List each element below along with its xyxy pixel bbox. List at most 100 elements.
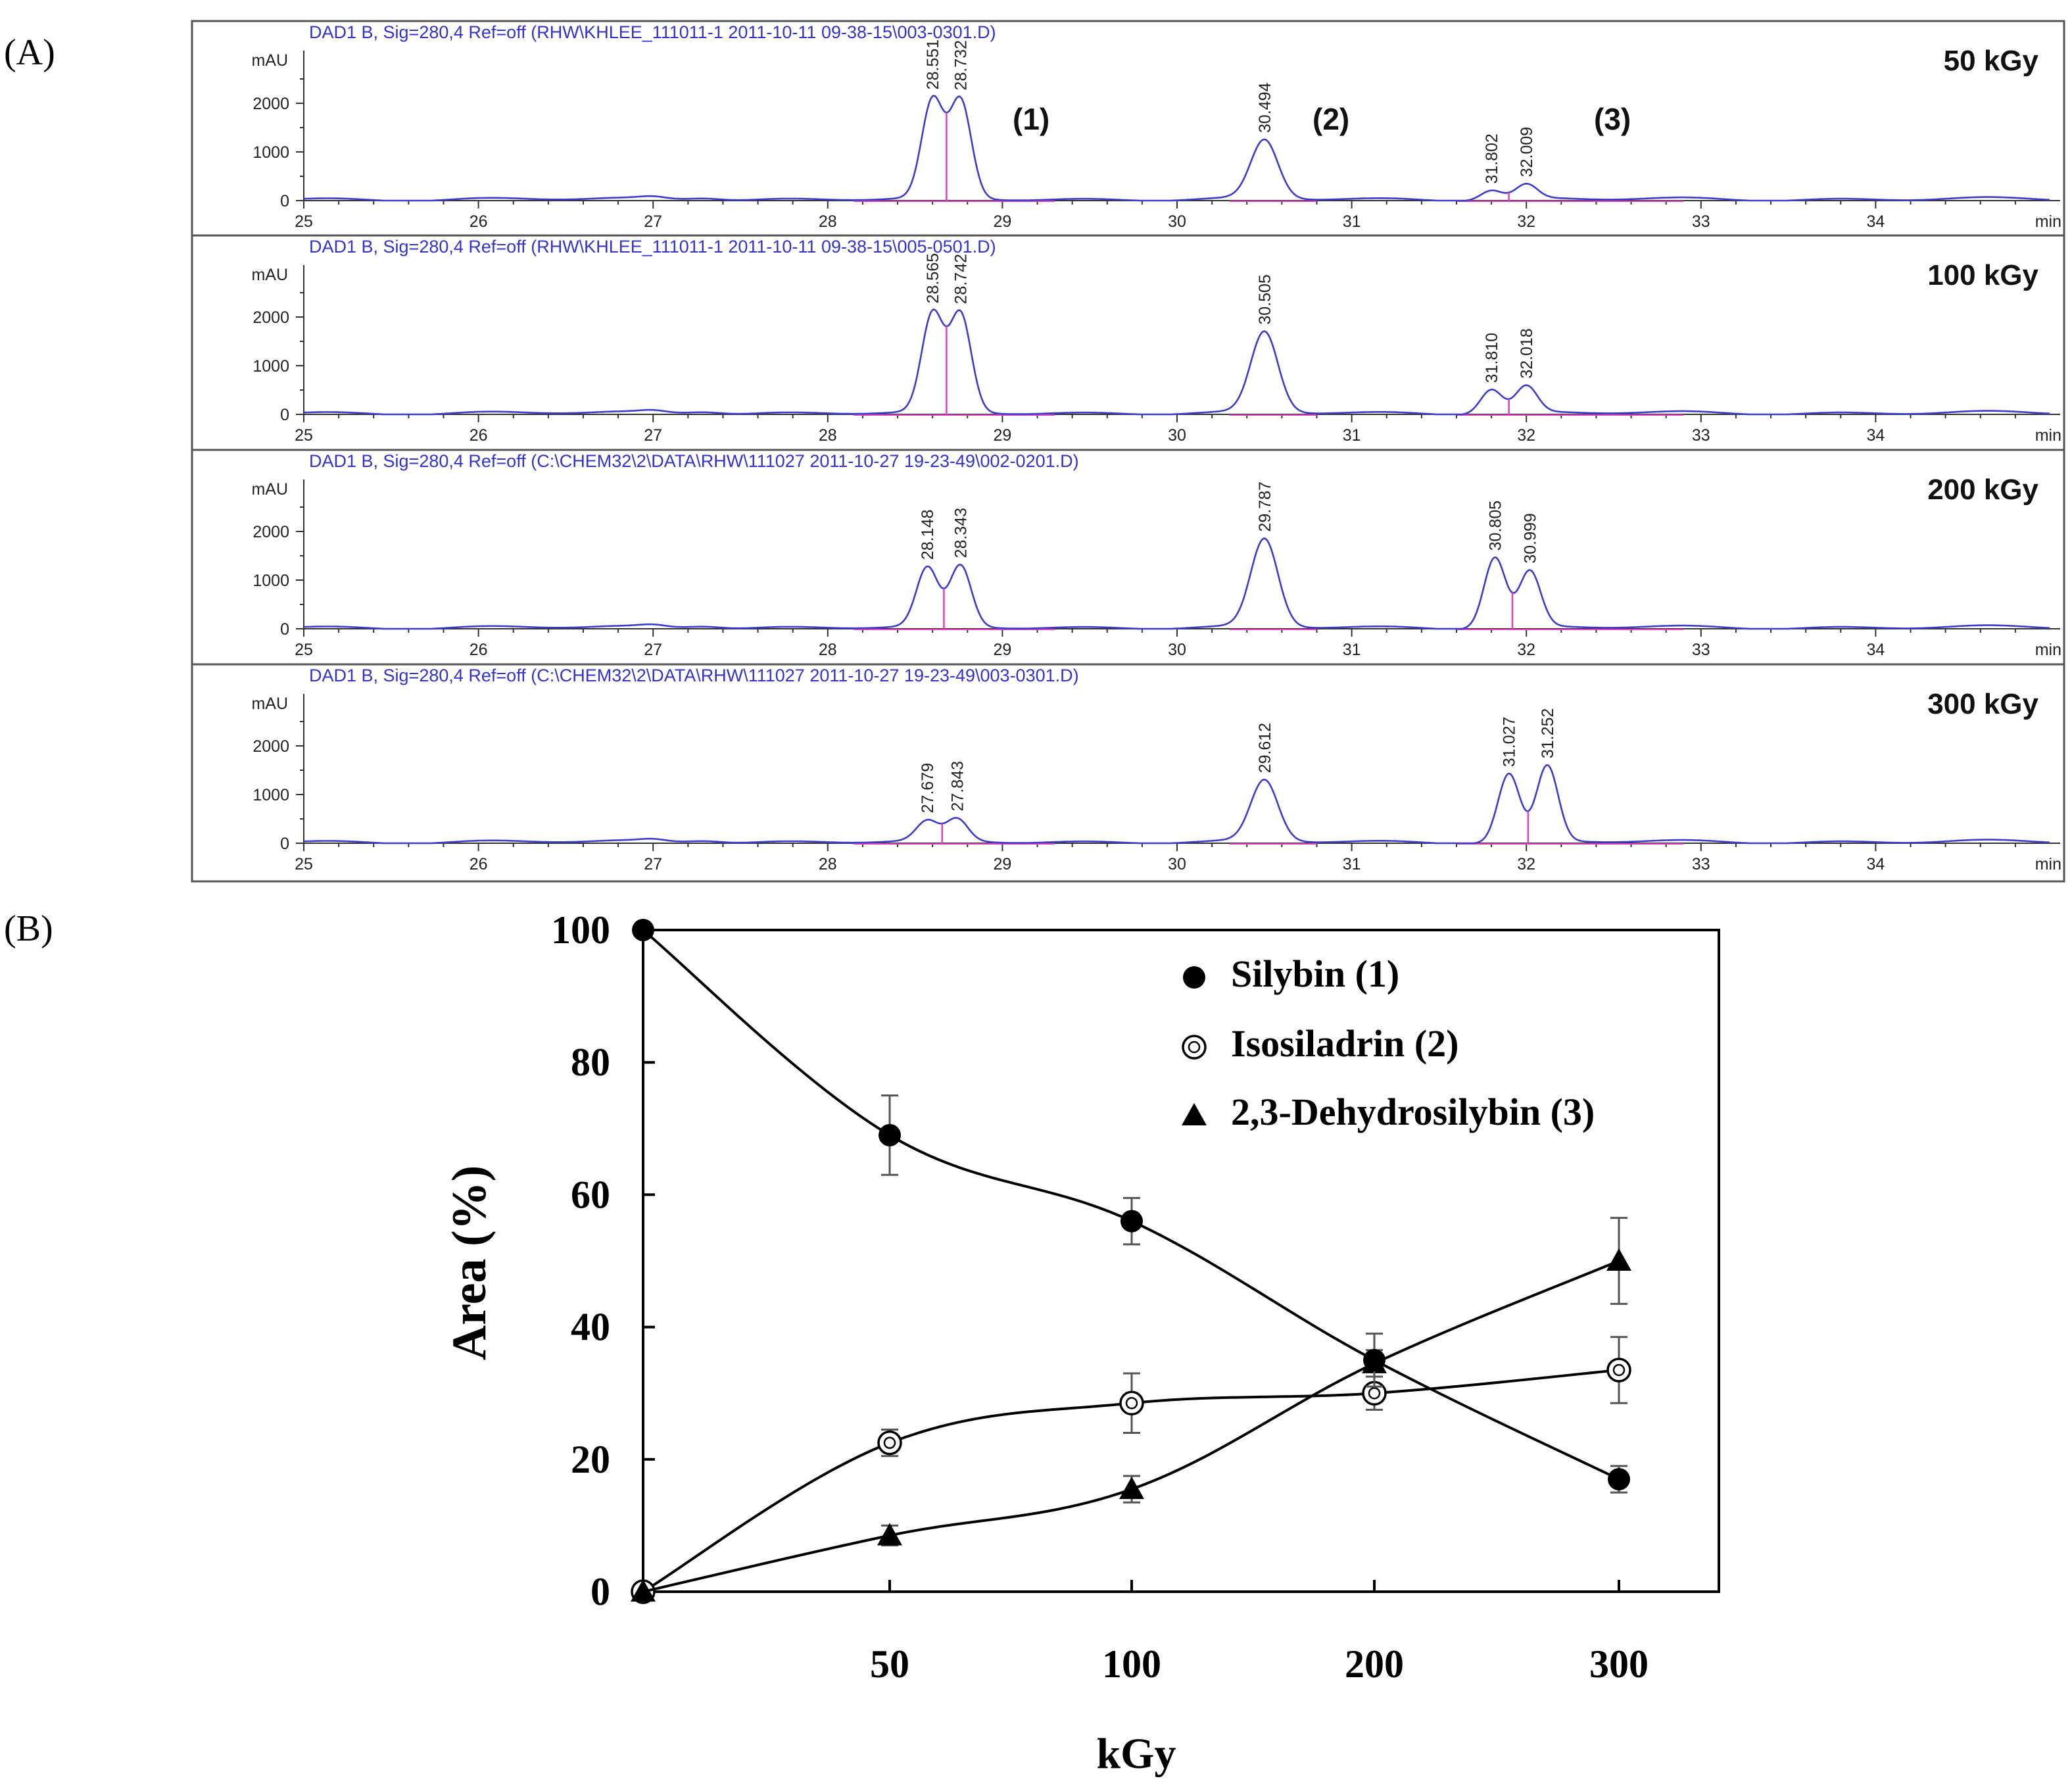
chromatogram-stack: DAD1 B, Sig=280,4 Ref=off (RHW\KHLEE_111… — [191, 20, 2065, 883]
x-tick-label: 31 — [1343, 641, 1361, 659]
data-point — [1363, 1348, 1385, 1371]
y-tick-label: 100 — [551, 908, 610, 952]
chromatogram-frame — [191, 20, 2065, 883]
chromatogram-header: DAD1 B, Sig=280,4 Ref=off (C:\CHEM32\2\D… — [309, 666, 1079, 685]
data-point — [1119, 1390, 1144, 1416]
x-tick-label: 27 — [644, 641, 662, 659]
retention-time-label: 28.343 — [952, 508, 971, 558]
retention-time-label: 31.252 — [1539, 708, 1557, 758]
x-tick-label: 29 — [993, 212, 1011, 231]
chromatogram-header: DAD1 B, Sig=280,4 Ref=off (RHW\KHLEE_111… — [309, 237, 996, 257]
legend-marker — [1182, 1035, 1207, 1060]
data-point — [1608, 1467, 1630, 1490]
x-tick-label: 25 — [295, 426, 313, 445]
retention-time-label: 31.802 — [1483, 134, 1501, 184]
x-tick-label: 300 — [1589, 1642, 1649, 1686]
x-unit-label: min — [2035, 212, 2061, 231]
y-tick-label: 2000 — [253, 523, 289, 541]
x-tick-label: 26 — [470, 426, 488, 445]
x-tick-label: 34 — [1866, 426, 1885, 445]
dose-label: 300 kGy — [1927, 688, 2038, 720]
x-tick-label: 29 — [993, 641, 1011, 659]
y-tick-label: 0 — [280, 406, 289, 424]
y-tick-label: 1000 — [253, 786, 289, 804]
dose-label: 100 kGy — [1927, 259, 2038, 291]
x-tick-label: 27 — [644, 855, 662, 873]
retention-time-label: 28.148 — [919, 510, 937, 560]
x-tick-label: 31 — [1343, 855, 1361, 873]
legend: Silybin (1) Isosiladrin (2) 2,3-Dehydrosil… — [1182, 952, 1595, 1133]
peak-label: (3) — [1594, 102, 1631, 136]
x-tick-label: 26 — [470, 855, 488, 873]
x-tick-label: 100 — [1102, 1642, 1161, 1686]
chromatogram-header: DAD1 B, Sig=280,4 Ref=off (C:\CHEM32\2\D… — [309, 451, 1079, 471]
x-tick-label: 34 — [1866, 855, 1885, 873]
x-tick-label: 33 — [1692, 426, 1710, 445]
y-tick-label: 1000 — [253, 143, 289, 162]
x-tick-label: 34 — [1866, 641, 1885, 659]
chromatogram-trace — [303, 308, 2050, 416]
data-point-inner — [1612, 1363, 1626, 1377]
y-tick-label: 0 — [280, 835, 289, 853]
y-tick-label: 0 — [280, 192, 289, 210]
x-tick-label: 28 — [819, 426, 837, 445]
retention-time-label: 29.612 — [1256, 723, 1274, 773]
x-tick-label: 26 — [470, 641, 488, 659]
x-unit-label: min — [2035, 426, 2061, 445]
x-tick-label: 32 — [1517, 855, 1535, 873]
data-point-inner — [1368, 1386, 1381, 1400]
data-point — [1120, 1210, 1143, 1233]
data-point — [877, 1523, 902, 1546]
legend-entry: 2,3-Dehydrosilybin (3) — [1231, 1091, 1595, 1133]
chromatogram-4: DAD1 B, Sig=280,4 Ref=off (C:\CHEM32\2\D… — [251, 666, 2061, 873]
x-axis-title: kGy — [1096, 1730, 1176, 1778]
x-tick-label: 25 — [295, 212, 313, 231]
retention-time-label: 28.742 — [952, 254, 971, 304]
x-tick-label: 27 — [644, 212, 662, 231]
legend-entry: Isosiladrin (2) — [1231, 1022, 1458, 1065]
retention-time-label: 29.787 — [1256, 481, 1274, 531]
x-tick-label: 30 — [1168, 641, 1186, 659]
y-tick-label: 2000 — [253, 95, 289, 113]
area-percent-chart: 0 20 40 60 80 100 50 100 200 300 kGy Area (%) Silybi… — [443, 908, 1720, 1778]
chromatogram-2: DAD1 B, Sig=280,4 Ref=off (RHW\KHLEE_111… — [251, 237, 2061, 445]
x-tick-label: 28 — [819, 641, 837, 659]
x-tick-label: 25 — [295, 641, 313, 659]
retention-time-label: 32.009 — [1518, 127, 1536, 177]
chromatogram-header: DAD1 B, Sig=280,4 Ref=off (RHW\KHLEE_111… — [309, 22, 996, 42]
chromatogram-trace — [303, 537, 2050, 630]
y-tick-label: 1000 — [253, 572, 289, 590]
legend-marker — [1183, 966, 1205, 989]
x-tick-label: 32 — [1517, 212, 1535, 231]
y-tick-label: 0 — [590, 1570, 610, 1613]
dose-label: 50 kGy — [1944, 45, 2039, 77]
x-unit-label: min — [2035, 855, 2061, 873]
x-tick-label: 26 — [470, 212, 488, 231]
y-axis-title: Area (%) — [443, 1165, 496, 1361]
retention-time-label: 28.732 — [952, 40, 971, 90]
legend-entry: Silybin (1) — [1231, 952, 1399, 995]
data-point — [631, 1579, 656, 1602]
series-2 — [631, 1336, 1631, 1604]
legend-marker — [1182, 1103, 1207, 1125]
y-unit-label: mAU — [251, 480, 288, 499]
panel-b-label: (B) — [4, 908, 53, 949]
retention-time-label: 31.810 — [1483, 333, 1501, 383]
x-tick-label: 27 — [644, 426, 662, 445]
y-tick-label: 20 — [571, 1438, 610, 1481]
y-unit-label: mAU — [251, 51, 288, 70]
chromatogram-1: DAD1 B, Sig=280,4 Ref=off (RHW\KHLEE_111… — [251, 22, 2061, 231]
series-1 — [632, 919, 1630, 1494]
retention-time-label: 27.679 — [919, 763, 937, 813]
plot-frame — [642, 929, 1720, 1593]
retention-time-label: 27.843 — [948, 761, 967, 811]
x-tick-label: 33 — [1692, 641, 1710, 659]
y-unit-label: mAU — [251, 266, 288, 284]
chromatogram-trace — [303, 95, 2050, 202]
y-tick-label: 80 — [571, 1041, 610, 1084]
retention-time-label: 32.018 — [1518, 328, 1536, 378]
x-tick-label: 29 — [993, 426, 1011, 445]
x-tick-label: 200 — [1345, 1642, 1404, 1686]
x-tick-label: 28 — [819, 212, 837, 231]
